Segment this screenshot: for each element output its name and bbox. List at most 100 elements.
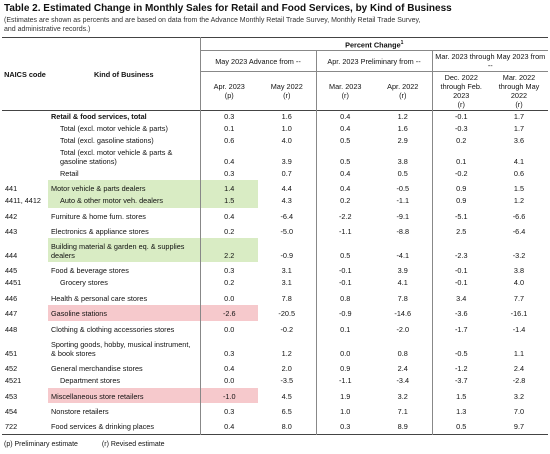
- percent-value: -14.6: [394, 309, 412, 319]
- percent-value: 7.8: [281, 293, 292, 303]
- kind-of-business: Clothing & clothing accessories stores: [51, 324, 175, 334]
- kind-header: Kind of Business: [93, 69, 154, 79]
- header-row: NAICS code Kind of Business Percent Chan…: [2, 37, 548, 79]
- percent-value: 1.0: [315, 402, 374, 419]
- column-row: Apr. 2023 (p) May 2022 (r) Mar. 2023 (r) Apr. …: [2, 71, 548, 111]
- percent-value: 6.5: [281, 406, 292, 416]
- column-header-line: (r): [457, 100, 465, 110]
- percent-value: 4.5: [281, 391, 292, 401]
- percent-value: -2.6: [199, 305, 258, 321]
- percent-value: 3.4: [431, 289, 490, 306]
- naics-code: [2, 123, 48, 135]
- column-header: Mar. 2023 (r): [315, 71, 374, 111]
- table-row: 444 Building material & garden eq. & supp…: [2, 238, 548, 263]
- percent-value: 0.0: [199, 320, 258, 337]
- kind-of-business: Health & personal care stores: [51, 293, 148, 303]
- percent-value: -0.9: [315, 305, 374, 321]
- kind-of-business: Nonstore retailers: [51, 406, 109, 416]
- naics-code: 4451: [5, 278, 22, 288]
- percent-value: 1.7: [513, 124, 525, 133]
- percent-value: 1.9: [315, 387, 374, 403]
- footer-note: (r) Revised estimate: [101, 441, 165, 448]
- column-header-line: (r): [515, 100, 523, 110]
- percent-value: 0.3: [199, 336, 258, 361]
- percent-value: -0.1: [431, 110, 490, 124]
- column-header-line: (r): [283, 91, 291, 101]
- table-row: 4521 Department stores 0.0 -3.5 -1.1 -3.4 -3.7…: [2, 375, 548, 388]
- percent-value: 2.4: [397, 364, 408, 374]
- percent-value: 1.6: [281, 112, 292, 122]
- table-row: 447 Gasoline stations -2.6 -20.5 -0.9 -14.6 -3…: [2, 305, 548, 321]
- percent-value: 0.1: [199, 123, 258, 136]
- naics-code: 452: [5, 364, 18, 374]
- kind-of-business: Sporting goods, hobby, musical instrumen…: [51, 340, 191, 358]
- percent-value: 0.4: [315, 123, 374, 136]
- percent-value: -2.0: [396, 324, 410, 334]
- percent-value: 2.9: [397, 135, 408, 145]
- footer-note: (p) Preliminary estimate: [4, 441, 78, 448]
- naics-code: 448: [5, 324, 18, 334]
- percent-value: 7.7: [513, 293, 525, 303]
- column-header: Dec. 2022 through Feb. 2023 (r): [431, 71, 490, 111]
- percent-value: -6.6: [512, 211, 526, 221]
- percent-value: 0.4: [199, 147, 258, 169]
- percent-value: 0.2: [431, 135, 490, 148]
- percent-value: 0.7: [281, 168, 292, 178]
- naics-code: 444: [5, 251, 18, 261]
- percent-value: -0.1: [431, 262, 490, 278]
- column-header-line: Mar. 2023: [329, 82, 362, 92]
- percent-value: -20.5: [278, 309, 296, 319]
- percent-value: -0.2: [280, 324, 294, 334]
- group-header: Mar. 2023 through May 2023 from --: [431, 50, 548, 73]
- percent-value: 3.9: [397, 266, 408, 276]
- percent-value: 2.4: [513, 364, 525, 374]
- naics-header: NAICS code: [4, 69, 46, 79]
- percent-value: 3.2: [397, 391, 408, 401]
- table-row: 446 Health & personal care stores 0.0 7.8 0.…: [2, 289, 548, 306]
- column-header: Apr. 2022 (r): [374, 72, 432, 111]
- percent-value: -6.4: [280, 211, 294, 221]
- percent-value: 0.5: [397, 168, 408, 178]
- percent-value: -5.0: [280, 226, 294, 236]
- percent-value: 1.3: [431, 402, 490, 419]
- percent-value: -1.7: [431, 320, 490, 337]
- percent-value: 4.1: [397, 278, 408, 288]
- percent-value: 1.0: [281, 124, 292, 133]
- column-header-line: (p): [224, 91, 234, 101]
- percent-value: 7.8: [397, 293, 408, 303]
- percent-value: 4.0: [281, 135, 292, 145]
- table-row: 448 Clothing & clothing accessories store…: [2, 320, 548, 337]
- percent-value: 0.2: [199, 222, 258, 239]
- percent-value: 4.0: [513, 278, 525, 288]
- naics-code: 442: [5, 211, 18, 221]
- naics-code: 446: [5, 293, 18, 303]
- percent-value: -16.1: [510, 309, 528, 319]
- table-row: 442 Furniture & home furn. stores 0.4 -6.4 -…: [2, 207, 548, 223]
- percent-value: 0.4: [199, 418, 258, 435]
- kind-of-business: Retail & food services, total: [51, 112, 147, 122]
- percent-value: -1.4: [512, 324, 526, 334]
- percent-value: -1.1: [315, 222, 374, 239]
- percent-value: 0.4: [199, 360, 258, 376]
- table-row: Total (excl. gasoline stations) 0.6 4.0 0.5…: [2, 135, 548, 148]
- table-row: Retail 0.3 0.7 0.4 0.5 -0.2 0.6: [2, 168, 548, 181]
- percent-value: 0.4: [315, 180, 374, 196]
- percent-value: 1.5: [431, 387, 490, 403]
- percent-value: -3.7: [431, 375, 490, 388]
- percent-value: -2.3: [431, 238, 490, 263]
- percent-value: 0.8: [397, 348, 408, 358]
- percent-value: 0.0: [199, 375, 258, 388]
- percent-value: -0.5: [396, 184, 410, 194]
- table-header: NAICS code Kind of Business Percent Chan…: [2, 37, 548, 111]
- naics-code: 4521: [5, 376, 22, 386]
- naics-code: 445: [5, 266, 18, 276]
- percent-value: 3.1: [281, 278, 292, 288]
- percent-value: 7.0: [513, 406, 525, 416]
- percent-value: 0.2: [199, 277, 258, 290]
- naics-code: 443: [5, 226, 18, 236]
- table-row: 445 Food & beverage stores 0.3 3.1 -0.1 3.9 -0…: [2, 262, 548, 278]
- percent-value: 2.0: [281, 364, 292, 374]
- naics-code: 453: [5, 391, 18, 401]
- percent-value: -2.2: [315, 207, 374, 223]
